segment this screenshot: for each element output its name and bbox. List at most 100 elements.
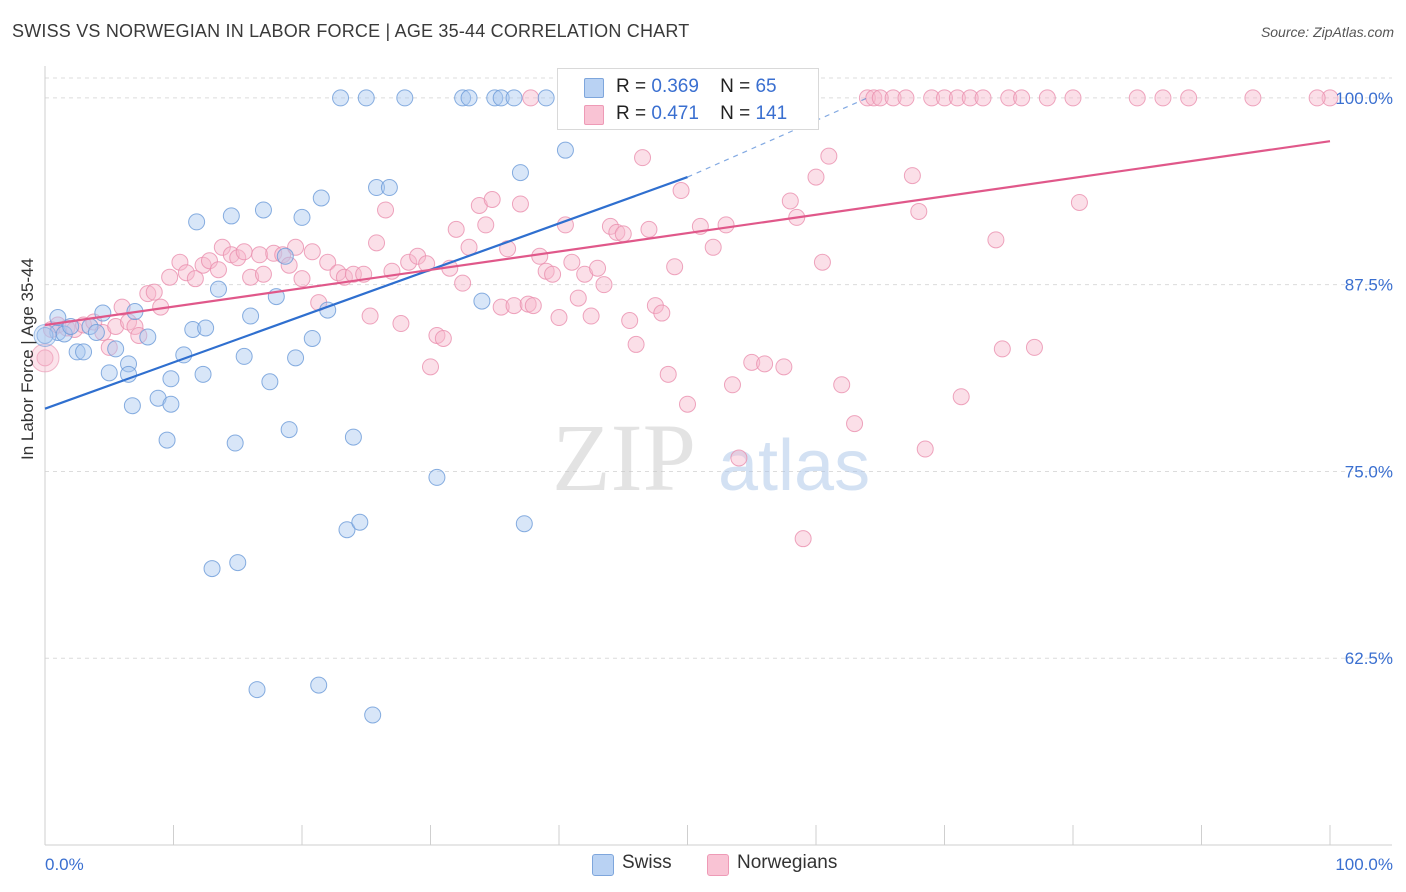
norwegian-point (1321, 89, 1339, 107)
norwegian-point (916, 440, 934, 458)
norwegian-point (679, 395, 696, 413)
swiss-point (188, 213, 206, 231)
norwegian-point (161, 268, 179, 286)
y-axis-label: In Labor Force | Age 35-44 (18, 258, 37, 460)
norwegian-point (254, 265, 272, 283)
legend-swatch-swiss (584, 78, 604, 98)
norwegian-point (1180, 89, 1198, 107)
swiss-trend-extension (687, 97, 868, 178)
swiss-points (33, 89, 574, 724)
swiss-point (357, 89, 375, 107)
swiss-point (203, 560, 221, 578)
norwegian-point (531, 247, 549, 265)
swiss-point (505, 89, 523, 107)
legend-n-label: N = (720, 76, 751, 97)
swiss-point (184, 320, 202, 338)
norwegian-point (743, 353, 761, 371)
swiss-point (310, 676, 328, 694)
swiss-point (139, 328, 157, 346)
norwegian-point (794, 530, 812, 548)
swiss-point (36, 326, 54, 344)
norwegian-point (884, 89, 902, 107)
norwegian-point (781, 192, 799, 210)
norwegian-point (833, 376, 851, 394)
swiss-point (120, 365, 138, 383)
norwegian-point (704, 238, 722, 256)
swiss-point (68, 343, 86, 361)
norwegian-point (723, 376, 741, 394)
norwegian-point (544, 265, 562, 283)
swiss-point (380, 179, 398, 197)
norwegian-point (582, 307, 600, 325)
norwegian-point (871, 89, 889, 107)
norwegian-point (303, 243, 321, 261)
norwegian-point (344, 265, 362, 283)
swiss-point (428, 468, 446, 486)
swiss-point (107, 340, 125, 358)
norwegian-point (361, 307, 379, 325)
series-swatch-norwegians (707, 854, 729, 876)
source-credit: Source: ZipAtlas.com (1260, 24, 1394, 40)
norwegian-point (923, 89, 941, 107)
norwegian-point (145, 283, 163, 301)
norwegian-point (492, 298, 510, 316)
swiss-point (515, 515, 533, 533)
y-tick-label: 75.0% (1345, 462, 1393, 481)
norwegian-point (229, 249, 247, 267)
norwegian-point (807, 168, 825, 186)
norwegian-point (511, 195, 529, 213)
legend-r-label: R = (616, 103, 647, 124)
norwegian-point (653, 304, 671, 322)
norwegian-point (846, 415, 864, 433)
norwegian-point (1070, 193, 1088, 211)
norwegian-point (400, 253, 418, 271)
swiss-point (344, 428, 362, 446)
norwegian-point (666, 258, 684, 276)
swiss-point (194, 365, 212, 383)
swiss-point (364, 706, 382, 724)
grid-layer (45, 77, 1392, 659)
norwegian-point (1025, 338, 1043, 356)
norwegian-point (550, 309, 568, 327)
swiss-point (460, 89, 478, 107)
swiss-point (197, 319, 215, 337)
swiss-point (75, 343, 93, 361)
legend-norwegians-n: 141 (755, 103, 788, 124)
norwegian-point (563, 253, 581, 271)
legend-swiss-n: 65 (755, 76, 777, 97)
norwegian-point (100, 338, 118, 356)
norwegian-point (1064, 89, 1082, 107)
norwegian-point (139, 285, 157, 303)
swiss-point (87, 323, 105, 341)
swiss-point (351, 513, 369, 531)
norwegian-point (659, 365, 677, 383)
swiss-point (492, 89, 510, 107)
series-name-norwegians: Norwegians (737, 852, 838, 873)
norwegian-point (1244, 89, 1262, 107)
swiss-point (338, 521, 356, 539)
norwegian-point (952, 388, 970, 406)
norwegian-point (177, 264, 195, 282)
swiss-point (368, 179, 386, 197)
norwegian-point (608, 223, 626, 241)
swiss-point (537, 89, 555, 107)
swiss-point (123, 397, 141, 415)
norwegian-point (392, 315, 410, 333)
swiss-point (486, 89, 504, 107)
y-tick-label: 62.5% (1345, 649, 1393, 668)
norwegian-point (368, 234, 386, 252)
norwegian-point (730, 449, 748, 467)
norwegian-point (569, 289, 587, 307)
swiss-point (229, 554, 247, 572)
swiss-point (209, 280, 227, 298)
swiss-point (248, 681, 266, 699)
series-name-swiss: Swiss (622, 852, 672, 873)
watermark: ZIP atlas (552, 404, 870, 511)
chart-title: SWISS VS NORWEGIAN IN LABOR FORCE | AGE … (12, 21, 690, 41)
norwegian-point (865, 89, 883, 107)
y-tick-label: 87.5% (1345, 276, 1393, 295)
legend-norwegians-r: 0.471 (651, 103, 699, 124)
norwegian-point (589, 259, 607, 277)
norwegian-point (1308, 89, 1326, 107)
